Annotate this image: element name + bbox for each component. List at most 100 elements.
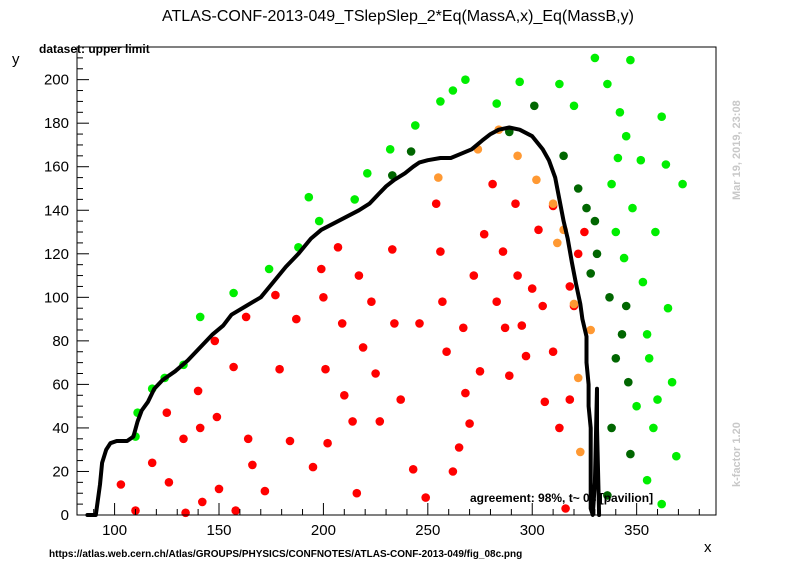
y-tick-label: 100 [44, 289, 69, 306]
marker-red [164, 478, 174, 487]
marker-red [479, 229, 489, 239]
marker-lightgreen [619, 253, 629, 263]
marker-lightgreen [642, 330, 652, 339]
y-tick-label: 200 [44, 72, 69, 89]
marker-darkgreen [624, 377, 633, 387]
marker-red [538, 301, 547, 311]
marker-red [565, 282, 575, 291]
y-tick-label: 180 [44, 115, 69, 132]
marker-red [459, 323, 468, 333]
marker-red [147, 458, 157, 468]
marker-red [333, 243, 343, 252]
marker-orange [576, 447, 585, 457]
marker-lightgreen [663, 303, 673, 313]
y-tick-label: 80 [52, 333, 69, 350]
axes: 100 150 200 250 300 350 0 20 40 60 80 100 120 140 160 1… [44, 46, 717, 539]
marker-lightgreen [661, 160, 671, 169]
chart-title: ATLAS-CONF-2013-049_TSlepSlep_2*Eq(MassA… [162, 8, 634, 25]
y-tick-label: 20 [52, 463, 69, 480]
marker-darkgreen [586, 269, 595, 278]
marker-red [461, 388, 470, 398]
marker-lightgreen [448, 86, 458, 95]
marker-red [454, 443, 464, 452]
marker-red [475, 367, 485, 376]
marker-orange [548, 199, 558, 208]
marker-lightgreen [229, 288, 238, 298]
marker-lightgreen [678, 179, 687, 189]
marker-red [555, 423, 564, 433]
x-axis-label: x [704, 539, 712, 556]
x-tick-label: 350 [624, 522, 649, 539]
marker-red [337, 319, 347, 328]
marker-lightgreen [603, 79, 612, 89]
marker-orange [513, 151, 522, 161]
marker-orange [553, 238, 562, 248]
marker-lightgreen [657, 499, 666, 509]
marker-red [527, 284, 537, 293]
marker-lightgreen [657, 112, 666, 121]
marker-lightgreen [607, 179, 616, 189]
marker-orange [573, 373, 583, 383]
marker-red [198, 497, 207, 507]
marker-red [162, 408, 172, 418]
y-tick-label: 60 [52, 376, 69, 393]
marker-red [179, 434, 188, 444]
x-tick-label: 200 [311, 522, 336, 539]
marker-lightgreen [649, 423, 658, 433]
data-markers [116, 53, 687, 518]
marker-red [511, 199, 520, 208]
marker-red [271, 290, 280, 300]
marker-red [415, 319, 424, 328]
marker-red [116, 480, 126, 489]
marker-lightgreen [555, 79, 564, 89]
limit-curve [85, 125, 602, 517]
y-tick-label: 120 [44, 246, 69, 263]
marker-red [181, 508, 190, 518]
plot-frame [76, 46, 717, 516]
marker-red [548, 347, 558, 357]
marker-lightgreen [611, 227, 621, 237]
marker-darkgreen [406, 147, 416, 156]
marker-red [517, 321, 527, 330]
marker-red [534, 225, 543, 235]
marker-lightgreen [632, 401, 641, 411]
x-tick-label: 100 [102, 522, 127, 539]
marker-lightgreen [653, 395, 662, 404]
marker-darkgreen [559, 151, 568, 161]
marker-red [352, 488, 362, 498]
marker-red [436, 247, 445, 256]
y-axis-label: y [12, 51, 20, 68]
marker-lightgreen [613, 153, 623, 163]
marker-red [371, 369, 380, 378]
marker-lightgreen [638, 277, 648, 287]
y-tick-label: 0 [61, 507, 69, 524]
marker-darkgreen [530, 101, 539, 111]
marker-red [241, 312, 251, 322]
marker-red [390, 319, 399, 328]
x-tick-label: 150 [206, 522, 231, 539]
marker-lightgreen [642, 475, 652, 485]
marker-red [565, 395, 575, 404]
marker-red [260, 486, 270, 496]
marker-lightgreen [672, 451, 681, 461]
marker-red [521, 351, 531, 361]
marker-darkgreen [621, 301, 631, 311]
marker-red [388, 245, 397, 254]
y-tick-label: 160 [44, 159, 69, 176]
marker-darkgreen [603, 491, 612, 500]
marker-darkgreen [582, 203, 591, 213]
y-tick-label: 40 [52, 420, 69, 437]
marker-red [210, 336, 220, 346]
marker-lightgreen [492, 99, 502, 108]
marker-red [231, 506, 240, 515]
marker-darkgreen [573, 184, 583, 193]
marker-darkgreen [626, 449, 635, 459]
marker-red [348, 417, 357, 426]
marker-red [358, 343, 368, 352]
marker-lightgreen [411, 121, 420, 130]
marker-red [396, 395, 406, 404]
marker-lightgreen [264, 264, 274, 274]
marker-lightgreen [363, 169, 372, 178]
marker-darkgreen [611, 354, 621, 363]
